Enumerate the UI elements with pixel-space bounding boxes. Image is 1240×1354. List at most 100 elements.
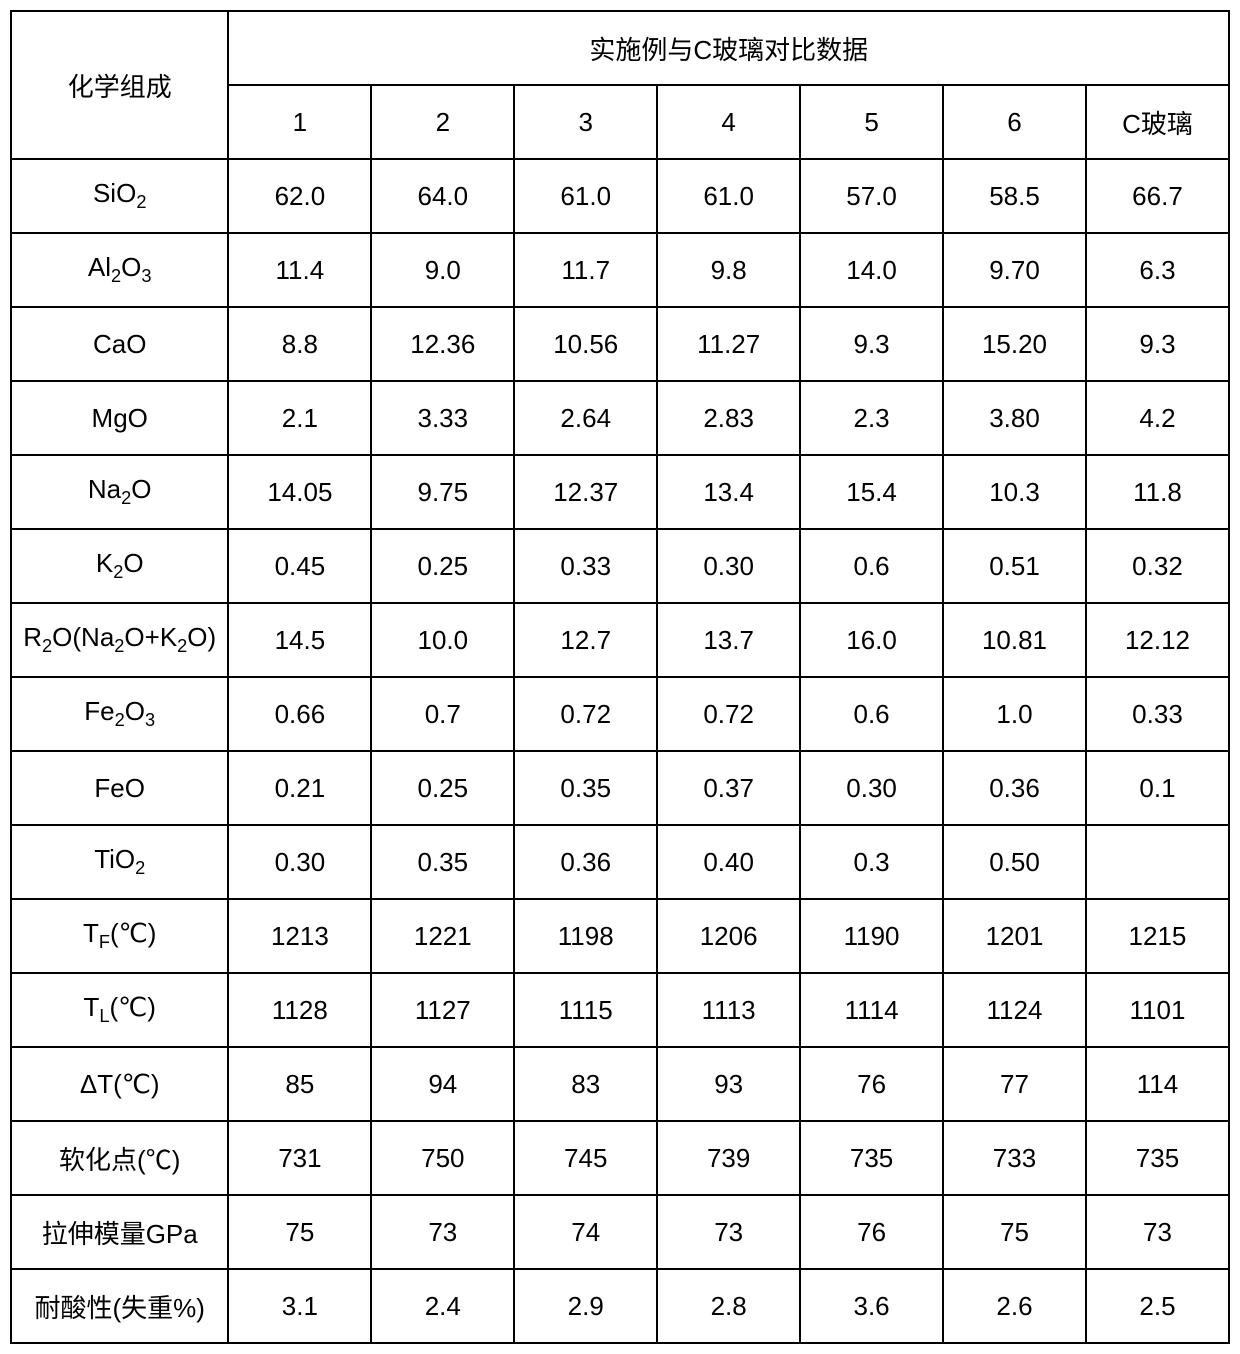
table-cell: 0.66 [228, 677, 371, 751]
table-cell: 0.33 [514, 529, 657, 603]
table-row: MgO2.13.332.642.832.33.804.2 [11, 381, 1229, 455]
table-cell: 2.1 [228, 381, 371, 455]
table-cell: 61.0 [514, 159, 657, 233]
row-header: 软化点(℃) [11, 1121, 228, 1195]
table-row: TiO20.300.350.360.400.30.50 [11, 825, 1229, 899]
table-cell: 1221 [371, 899, 514, 973]
table-row: 软化点(℃)731750745739735733735 [11, 1121, 1229, 1195]
table-cell: 3.6 [800, 1269, 943, 1343]
table-row: TF(℃)1213122111981206119012011215 [11, 899, 1229, 973]
table-cell: 0.21 [228, 751, 371, 825]
table-cell: 2.8 [657, 1269, 800, 1343]
row-header: SiO2 [11, 159, 228, 233]
table-cell: 83 [514, 1047, 657, 1121]
table-cell: 0.30 [800, 751, 943, 825]
table-cell: 0.6 [800, 677, 943, 751]
row-header: ΔT(℃) [11, 1047, 228, 1121]
table-cell: 0.40 [657, 825, 800, 899]
table-cell: 2.3 [800, 381, 943, 455]
table-cell: 0.32 [1086, 529, 1229, 603]
row-header: 拉伸模量GPa [11, 1195, 228, 1269]
table-container: 化学组成 实施例与C玻璃对比数据 123456C玻璃 SiO262.064.06… [0, 0, 1240, 1354]
table-cell: 739 [657, 1121, 800, 1195]
table-cell: 15.4 [800, 455, 943, 529]
table-cell: 0.72 [657, 677, 800, 751]
row-header: Fe2O3 [11, 677, 228, 751]
table-cell: 75 [943, 1195, 1086, 1269]
data-table: 化学组成 实施例与C玻璃对比数据 123456C玻璃 SiO262.064.06… [10, 10, 1230, 1344]
table-cell: 77 [943, 1047, 1086, 1121]
corner-header: 化学组成 [11, 11, 228, 159]
row-header: MgO [11, 381, 228, 455]
table-cell: 1198 [514, 899, 657, 973]
row-header: FeO [11, 751, 228, 825]
row-header: K2O [11, 529, 228, 603]
table-cell: 10.0 [371, 603, 514, 677]
table-cell: 9.8 [657, 233, 800, 307]
col-header: 5 [800, 85, 943, 159]
table-cell: 6.3 [1086, 233, 1229, 307]
col-header: 2 [371, 85, 514, 159]
table-cell: 0.36 [943, 751, 1086, 825]
col-header: 4 [657, 85, 800, 159]
table-cell: 9.70 [943, 233, 1086, 307]
row-header: TF(℃) [11, 899, 228, 973]
table-cell: 0.6 [800, 529, 943, 603]
table-cell: 0.35 [514, 751, 657, 825]
table-row: 拉伸模量GPa75737473767573 [11, 1195, 1229, 1269]
table-row: ΔT(℃)859483937677114 [11, 1047, 1229, 1121]
table-cell: 3.1 [228, 1269, 371, 1343]
table-cell: 2.5 [1086, 1269, 1229, 1343]
table-cell: 3.80 [943, 381, 1086, 455]
table-cell: 10.56 [514, 307, 657, 381]
table-cell: 733 [943, 1121, 1086, 1195]
row-header: Al2O3 [11, 233, 228, 307]
table-cell: 58.5 [943, 159, 1086, 233]
row-header: R2O(Na2O+K2O) [11, 603, 228, 677]
table-cell: 10.3 [943, 455, 1086, 529]
table-cell: 745 [514, 1121, 657, 1195]
table-cell: 0.30 [228, 825, 371, 899]
table-cell: 1190 [800, 899, 943, 973]
table-cell: 93 [657, 1047, 800, 1121]
table-row: TL(℃)1128112711151113111411241101 [11, 973, 1229, 1047]
table-cell: 9.3 [1086, 307, 1229, 381]
table-cell: 10.81 [943, 603, 1086, 677]
table-cell: 1115 [514, 973, 657, 1047]
table-cell: 0.1 [1086, 751, 1229, 825]
table-cell: 0.33 [1086, 677, 1229, 751]
table-cell: 1114 [800, 973, 943, 1047]
table-cell: 12.37 [514, 455, 657, 529]
table-cell: 12.7 [514, 603, 657, 677]
table-row: R2O(Na2O+K2O)14.510.012.713.716.010.8112… [11, 603, 1229, 677]
table-row: Al2O311.49.011.79.814.09.706.3 [11, 233, 1229, 307]
table-cell: 74 [514, 1195, 657, 1269]
table-cell: 750 [371, 1121, 514, 1195]
table-cell: 11.4 [228, 233, 371, 307]
table-cell: 73 [1086, 1195, 1229, 1269]
table-cell: 0.50 [943, 825, 1086, 899]
table-body: SiO262.064.061.061.057.058.566.7Al2O311.… [11, 159, 1229, 1343]
table-cell: 2.83 [657, 381, 800, 455]
table-cell: 2.9 [514, 1269, 657, 1343]
table-cell: 0.3 [800, 825, 943, 899]
table-cell: 1201 [943, 899, 1086, 973]
table-cell: 12.36 [371, 307, 514, 381]
table-cell: 0.36 [514, 825, 657, 899]
table-cell: 9.75 [371, 455, 514, 529]
table-cell: 11.7 [514, 233, 657, 307]
table-cell: 114 [1086, 1047, 1229, 1121]
table-cell: 14.5 [228, 603, 371, 677]
table-cell: 61.0 [657, 159, 800, 233]
table-cell: 62.0 [228, 159, 371, 233]
table-cell: 13.7 [657, 603, 800, 677]
table-cell: 1113 [657, 973, 800, 1047]
table-cell: 85 [228, 1047, 371, 1121]
table-cell: 3.33 [371, 381, 514, 455]
table-cell: 64.0 [371, 159, 514, 233]
table-row: 耐酸性(失重%)3.12.42.92.83.62.62.5 [11, 1269, 1229, 1343]
table-cell: 0.72 [514, 677, 657, 751]
table-cell: 57.0 [800, 159, 943, 233]
table-row: FeO0.210.250.350.370.300.360.1 [11, 751, 1229, 825]
table-row: Na2O14.059.7512.3713.415.410.311.8 [11, 455, 1229, 529]
